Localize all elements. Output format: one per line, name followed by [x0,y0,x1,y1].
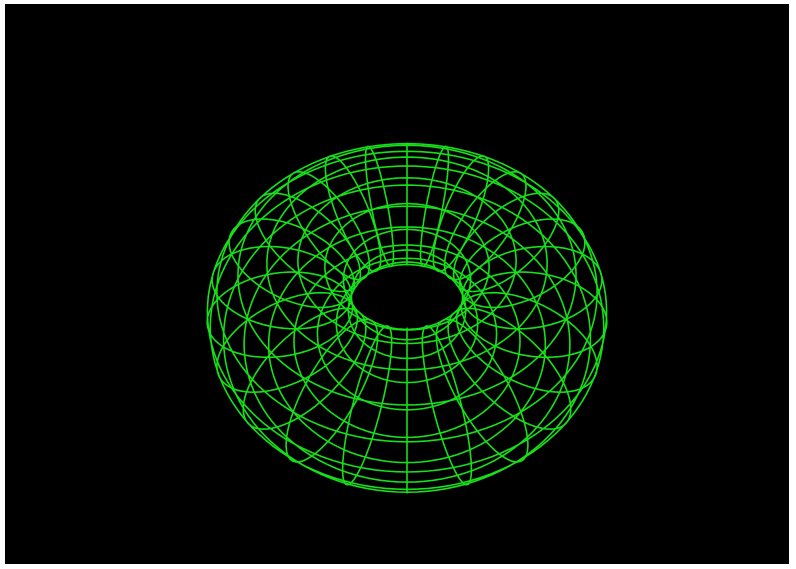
torus-parallel-line [237,144,577,406]
torus-parallel-line [335,263,479,384]
torus-meridian-line [242,307,367,430]
torus-parallel-line [347,261,467,360]
torus-meridian-line [216,291,359,394]
torus-parallel-line [297,177,517,345]
torus-parallel-line [243,205,571,483]
torus-parallel-line [342,228,472,331]
torus-parallel-line [267,226,547,464]
torus-meridian-line [455,291,598,394]
torus-parallel-line [222,184,592,494]
torus-meridian-line [447,307,572,430]
torus-parallel-line [316,257,498,411]
torus-wireframe [206,142,608,494]
render-viewport [5,4,789,564]
torus-parallel-line [266,156,548,371]
torus-parallel-line [206,150,608,473]
torus-parallel-line [293,244,521,439]
torus-parallel-line [350,249,464,341]
